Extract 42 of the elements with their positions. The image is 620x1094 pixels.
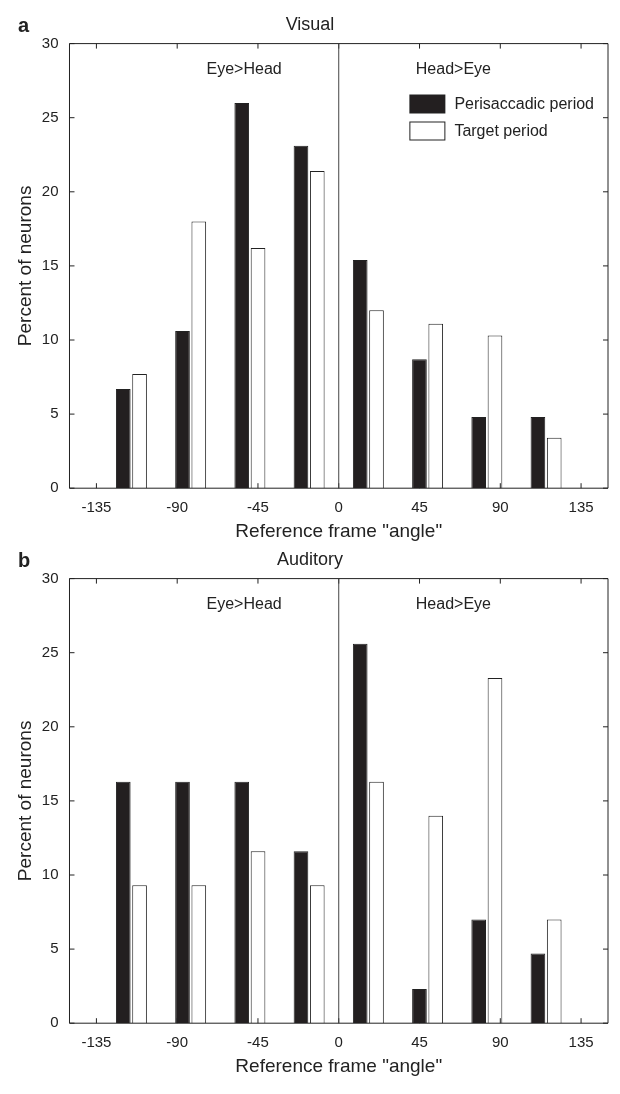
annotation: Eye>Head: [206, 60, 282, 78]
y-tick-label: 20: [41, 716, 59, 734]
x-tick-label: 135: [568, 1033, 594, 1051]
annotation: Head>Eye: [415, 60, 492, 78]
x-tick-label: 45: [411, 498, 428, 516]
y-tick-label: 30: [41, 33, 59, 51]
chart-title: Visual: [285, 13, 335, 34]
y-tick-label: 10: [41, 865, 59, 883]
x-tick-label: 90: [491, 1033, 509, 1051]
x-tick-label: 0: [334, 498, 343, 516]
x-axis-title: Reference frame "angle": [235, 519, 443, 541]
chart-title: Auditory: [276, 548, 344, 569]
x-tick-label: -45: [247, 1033, 269, 1051]
y-tick-label: 0: [50, 1013, 59, 1031]
legend-label: Perisaccadic period: [454, 95, 594, 113]
text: a: [18, 13, 30, 36]
y-tick-label: 15: [41, 256, 59, 274]
annotation: Head>Eye: [415, 595, 492, 613]
x-tick-label: 45: [411, 1033, 428, 1051]
y-tick-label: 10: [41, 330, 59, 348]
x-axis-title: Reference frame "angle": [235, 1054, 443, 1076]
y-tick-label: 0: [50, 478, 59, 496]
x-tick-label: 90: [491, 498, 509, 516]
y-tick-label: 5: [50, 404, 59, 422]
x-tick-label: -90: [166, 1033, 189, 1051]
y-tick-label: 15: [41, 791, 59, 809]
x-tick-label: -135: [81, 498, 112, 516]
annotation: Eye>Head: [206, 595, 282, 613]
x-tick-label: 135: [568, 498, 594, 516]
y-tick-label: 30: [41, 568, 59, 586]
x-tick-label: -135: [81, 1033, 112, 1051]
y-tick-label: 25: [41, 642, 59, 660]
legend-label: Target period: [454, 122, 548, 140]
y-axis-title: Percent of neurons: [13, 720, 35, 882]
x-tick-label: 0: [334, 1033, 343, 1051]
y-tick-label: 20: [41, 181, 59, 199]
x-tick-label: -45: [247, 498, 269, 516]
y-tick-label: 5: [50, 939, 59, 957]
text: b: [18, 548, 31, 571]
x-tick-label: -90: [166, 498, 189, 516]
y-tick-label: 25: [41, 107, 59, 125]
y-axis-title: Percent of neurons: [13, 185, 35, 347]
